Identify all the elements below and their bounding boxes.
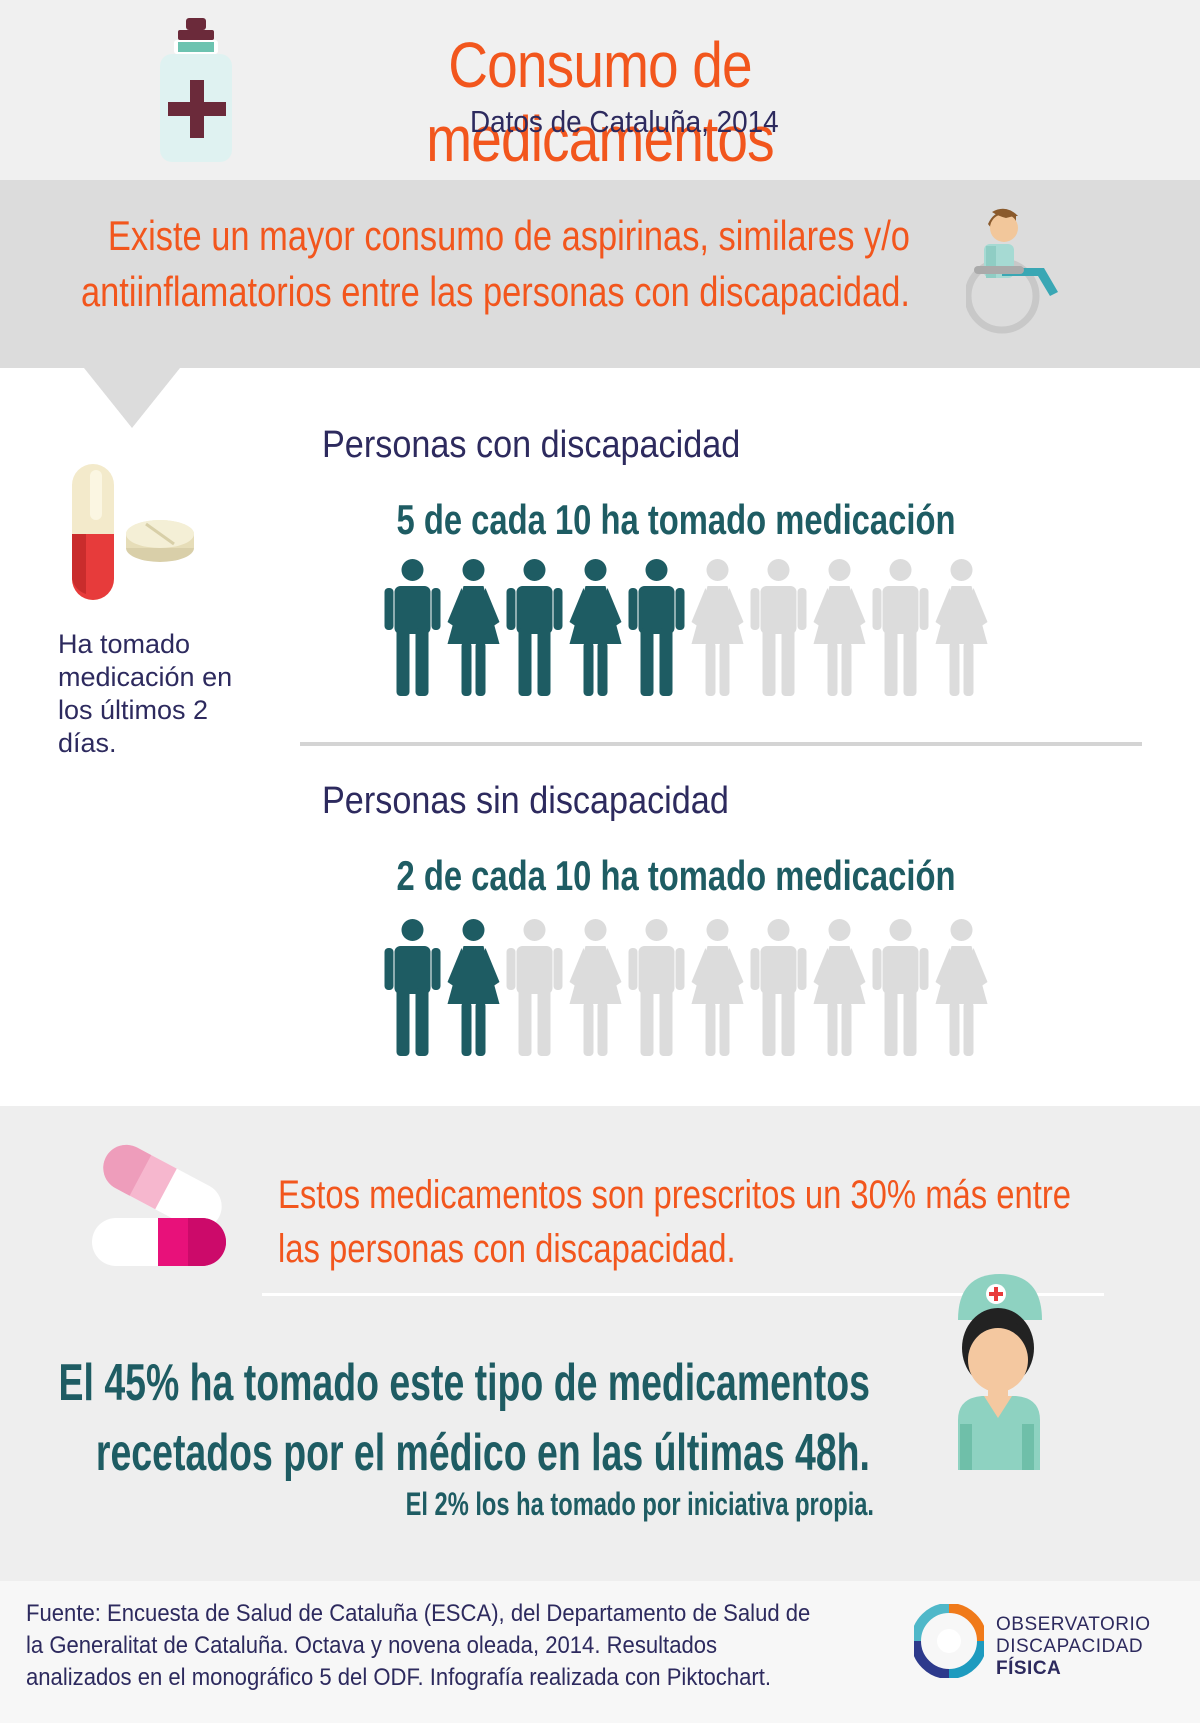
medicine-bottle-icon [160, 18, 232, 162]
source-line-1: Fuente: Encuesta de Salud de Cataluña (E… [26, 1600, 811, 1627]
group-stat-with-disability: 5 de cada 10 ha tomado medicación [396, 496, 956, 543]
intro-headline: Existe un mayor consumo de aspirinas, si… [81, 208, 910, 320]
source-line-2: la Generalitat de Cataluña. Octava y nov… [26, 1632, 718, 1659]
pictogram-row-without-disability [382, 918, 992, 1056]
man-figure-icon-empty [750, 919, 807, 1056]
section-divider [300, 742, 1142, 746]
main-statistic-line-1: El 45% ha tomado este tipo de medicament… [58, 1354, 870, 1412]
woman-figure-icon-filled [447, 559, 500, 696]
section-divider-2 [262, 1293, 1104, 1296]
observatorio-logo-text: OBSERVATORIO DISCAPACIDAD FÍSICA [996, 1614, 1151, 1680]
woman-figure-icon-empty [691, 559, 744, 696]
pills-icon [72, 464, 194, 600]
side-note: Ha tomado medicación en los últimos 2 dí… [58, 629, 233, 758]
woman-figure-icon-empty [691, 919, 744, 1056]
footer [0, 1581, 1200, 1723]
intro-line-1: Existe un mayor consumo de aspirinas, si… [107, 212, 910, 259]
group-stat-without-disability: 2 de cada 10 ha tomado medicación [396, 852, 956, 899]
nurse-icon [958, 1274, 1042, 1470]
page-subtitle: Datos de Cataluña, 2014 [470, 104, 779, 139]
prescribed-line-1: Estos medicamentos son prescritos un 30%… [278, 1173, 1072, 1217]
logo-line-3: FÍSICA [996, 1658, 1062, 1679]
logo-line-1: OBSERVATORIO [996, 1614, 1151, 1635]
man-figure-icon-filled [628, 559, 685, 696]
group-label-without-disability: Personas sin discapacidad [322, 780, 729, 822]
main-statistic: El 45% ha tomado este tipo de medicament… [59, 1348, 870, 1488]
source-citation: Fuente: Encuesta de Salud de Cataluña (E… [26, 1598, 845, 1694]
woman-figure-icon-filled [569, 559, 622, 696]
woman-figure-icon-filled [447, 919, 500, 1056]
prescribed-headline: Estos medicamentos son prescritos un 30%… [278, 1168, 1071, 1276]
woman-figure-icon-empty [813, 559, 866, 696]
woman-figure-icon-empty [935, 559, 988, 696]
woman-figure-icon-empty [813, 919, 866, 1056]
man-figure-icon-empty [628, 919, 685, 1056]
man-figure-icon-empty [872, 919, 929, 1056]
man-figure-icon-filled [384, 559, 441, 696]
man-figure-icon-empty [750, 559, 807, 696]
pictogram-row-with-disability [382, 558, 992, 696]
man-figure-icon-filled [384, 919, 441, 1056]
man-figure-icon-empty [506, 919, 563, 1056]
wheelchair-person-icon [966, 208, 1058, 334]
main-statistic-line-2: recetados por el médico en las últimas 4… [95, 1424, 870, 1482]
capsule-icon [92, 1144, 226, 1266]
woman-figure-icon-empty [569, 919, 622, 1056]
man-figure-icon-filled [506, 559, 563, 696]
logo-line-2: DISCAPACIDAD [996, 1636, 1144, 1657]
intro-line-2: antiinflamatorios entre las personas con… [81, 268, 910, 315]
source-line-3: analizados en el monográfico 5 del ODF. … [26, 1664, 772, 1691]
speech-pointer [84, 368, 180, 428]
secondary-statistic: El 2% los ha tomado por iniciativa propi… [405, 1486, 874, 1522]
man-figure-icon-empty [872, 559, 929, 696]
group-label-with-disability: Personas con discapacidad [322, 424, 741, 466]
page-title: Consumo de medicamentos [426, 29, 774, 175]
woman-figure-icon-empty [935, 919, 988, 1056]
prescribed-line-2: las personas con discapacidad. [278, 1227, 736, 1271]
observatorio-logo-icon [914, 1604, 984, 1678]
